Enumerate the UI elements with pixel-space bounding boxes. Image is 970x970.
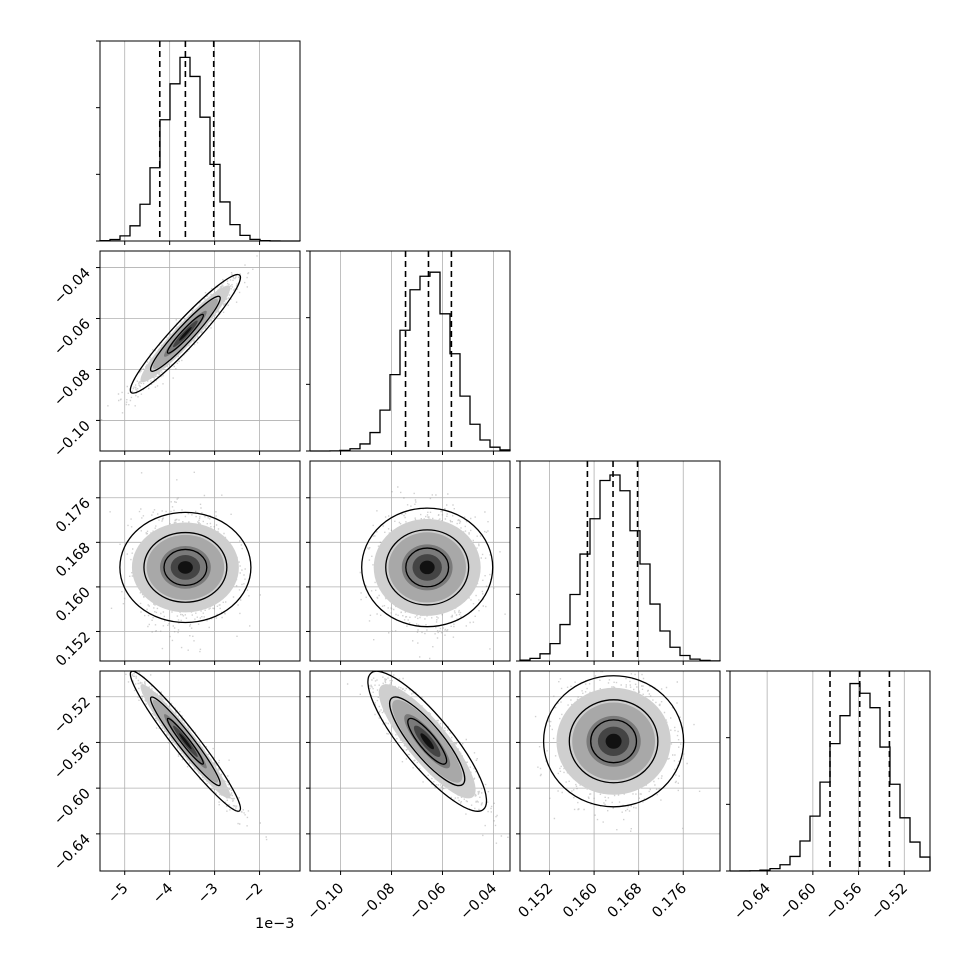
histogram-1 bbox=[309, 271, 511, 452]
x-tick-label: −2 bbox=[240, 881, 266, 907]
panel-2-2 bbox=[519, 460, 721, 662]
panel-frame bbox=[99, 40, 301, 242]
panel-0-0 bbox=[99, 40, 301, 242]
y-tick-label: −0.56 bbox=[51, 740, 94, 783]
panel-frame bbox=[309, 460, 511, 662]
panel-frame bbox=[309, 250, 511, 452]
x-offset-label: 1e−3 bbox=[255, 916, 295, 932]
x-tick-label: −0.52 bbox=[868, 881, 911, 924]
panel-3-2 bbox=[519, 670, 721, 872]
contour-1 bbox=[149, 696, 221, 787]
y-tick-label: −0.64 bbox=[51, 831, 94, 874]
contour-2 bbox=[590, 719, 638, 764]
y-tick-label: −0.06 bbox=[51, 316, 94, 359]
density-3-1 bbox=[346, 671, 509, 844]
contour-2 bbox=[163, 548, 208, 587]
y-tick-label: 0.168 bbox=[53, 540, 94, 581]
panel-3-3 bbox=[729, 670, 931, 872]
density-level-4 bbox=[177, 561, 193, 574]
x-tick-label: −0.56 bbox=[823, 881, 866, 924]
x-tick-label: 0.168 bbox=[605, 881, 646, 922]
contour-2 bbox=[166, 717, 205, 765]
density-level-4 bbox=[179, 327, 192, 341]
x-tick-label: −5 bbox=[105, 881, 131, 907]
contour-0 bbox=[129, 671, 242, 812]
panel-1-0 bbox=[99, 250, 301, 452]
panel-2-0 bbox=[99, 460, 301, 662]
density-2-0 bbox=[109, 471, 262, 653]
contour-1 bbox=[143, 531, 228, 603]
x-tick-label: −0.10 bbox=[305, 881, 348, 924]
density-level-4 bbox=[419, 560, 435, 575]
y-tick-label: −0.60 bbox=[51, 786, 94, 829]
y-tick-label: −0.04 bbox=[51, 265, 94, 308]
density-2-1 bbox=[359, 486, 506, 660]
contour-0 bbox=[361, 507, 494, 628]
y-tick-label: 0.152 bbox=[53, 629, 94, 670]
panel-frame bbox=[519, 460, 721, 662]
x-tick-label: −3 bbox=[195, 881, 221, 907]
density-1-0 bbox=[100, 255, 258, 421]
x-tick-label: 0.160 bbox=[560, 881, 601, 922]
panel-frame bbox=[729, 670, 931, 872]
x-tick-label: −0.60 bbox=[777, 881, 820, 924]
contour-2 bbox=[405, 547, 450, 588]
panel-3-0 bbox=[99, 670, 301, 872]
panel-3-1 bbox=[309, 670, 511, 872]
y-tick-label: 0.176 bbox=[53, 495, 94, 536]
contour-1 bbox=[385, 529, 470, 606]
contour-1 bbox=[149, 295, 221, 372]
y-tick-label: 0.160 bbox=[53, 584, 94, 625]
contour-2 bbox=[407, 717, 448, 765]
histogram-0 bbox=[99, 56, 301, 242]
density-level-4 bbox=[605, 733, 622, 749]
contour-1 bbox=[389, 696, 466, 787]
contour-0 bbox=[367, 671, 488, 812]
x-tick-label: −0.08 bbox=[356, 881, 399, 924]
panel-frame bbox=[99, 460, 301, 662]
x-tick-label: −0.64 bbox=[731, 881, 774, 924]
panel-frame bbox=[99, 250, 301, 452]
x-tick-label: 0.152 bbox=[516, 881, 557, 922]
panel-frame bbox=[519, 670, 721, 872]
y-tick-label: −0.08 bbox=[51, 367, 94, 410]
y-tick-label: −0.10 bbox=[51, 418, 94, 461]
contour-2 bbox=[166, 313, 205, 354]
contour-0 bbox=[542, 675, 685, 808]
contour-0 bbox=[119, 511, 252, 624]
panel-1-1 bbox=[309, 250, 511, 452]
panel-frame bbox=[309, 670, 511, 872]
density-level-4 bbox=[420, 733, 434, 750]
histogram-2 bbox=[519, 474, 721, 662]
density-3-2 bbox=[534, 671, 701, 832]
x-tick-label: −0.04 bbox=[458, 881, 501, 924]
density-level-4 bbox=[179, 733, 192, 750]
density-3-0 bbox=[125, 671, 268, 841]
x-tick-label: −0.06 bbox=[407, 881, 450, 924]
x-tick-label: 0.176 bbox=[649, 881, 690, 922]
y-tick-label: −0.52 bbox=[51, 694, 94, 737]
panel-2-1 bbox=[309, 460, 511, 662]
panel-frame bbox=[99, 670, 301, 872]
contour-0 bbox=[129, 273, 242, 394]
contour-1 bbox=[568, 699, 659, 784]
x-tick-label: −4 bbox=[150, 881, 176, 907]
